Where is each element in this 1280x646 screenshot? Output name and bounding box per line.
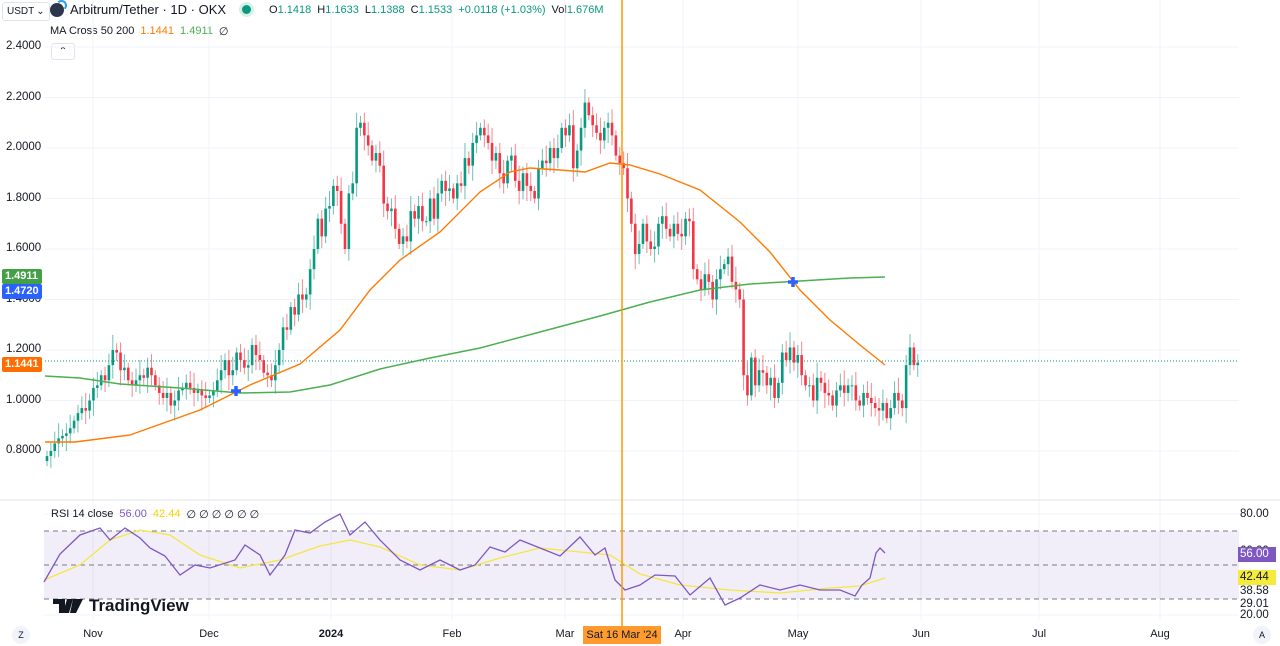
ma50-value: 1.1441 bbox=[140, 25, 175, 37]
rsi-axis-label: 38.58 bbox=[1240, 585, 1269, 597]
time-label: Nov bbox=[83, 628, 103, 640]
market-status-icon[interactable] bbox=[242, 5, 252, 14]
price-label: 2.4000 bbox=[6, 40, 42, 52]
rsi-axis-label: 80.00 bbox=[1240, 508, 1269, 520]
high-value: 1.1633 bbox=[325, 3, 359, 16]
ma-null-value: ∅ bbox=[218, 26, 229, 38]
time-label: Jul bbox=[1031, 628, 1047, 640]
price-label: 0.8000 bbox=[6, 444, 42, 456]
time-label: Dec bbox=[199, 628, 219, 640]
price-label: 2.2000 bbox=[6, 90, 42, 103]
auto-scale-button[interactable]: A bbox=[1253, 626, 1271, 644]
z-button[interactable]: Z bbox=[12, 626, 30, 644]
ma-label: MA Cross 50 200 bbox=[50, 25, 135, 37]
time-label: Apr bbox=[674, 628, 692, 640]
time-label: Mar bbox=[555, 628, 575, 640]
ohlc-values: O1.1418 H1.1633 L1.1388 C1.1533 +0.0118 … bbox=[269, 4, 603, 16]
price-label: 1.0000 bbox=[6, 393, 42, 406]
tradingview-watermark: TradingView bbox=[53, 596, 189, 616]
price-tag: 1.4911 bbox=[2, 269, 42, 284]
low-label: L bbox=[364, 3, 371, 16]
rsi-value: 56.00 bbox=[119, 508, 147, 520]
time-label: 2024 bbox=[318, 628, 344, 640]
ma200-value: 1.4911 bbox=[180, 25, 213, 37]
time-label: Feb bbox=[442, 628, 462, 640]
rsi-axis-label: 29.01 bbox=[1240, 598, 1269, 610]
change-value: +0.0118 (+1.03%) bbox=[458, 3, 546, 16]
brand-label: TradingView bbox=[89, 596, 189, 615]
rsi-label: RSI 14 close bbox=[51, 508, 114, 520]
rsi-value-tag: 42.44 bbox=[1238, 570, 1276, 585]
currency-label: USDT bbox=[7, 6, 35, 17]
rsi-ma-value: 42.44 bbox=[152, 508, 181, 520]
time-label: Jun bbox=[912, 628, 930, 640]
arbitrum-logo-icon bbox=[50, 0, 67, 17]
open-label: O bbox=[269, 3, 278, 16]
price-label: 1.2000 bbox=[6, 343, 42, 355]
price-tag: 1.1441 bbox=[2, 357, 42, 372]
high-label: H bbox=[317, 3, 326, 16]
crosshair-date-label: Sat 16 Mar '24 bbox=[583, 626, 661, 644]
volume-label: Vol bbox=[551, 3, 567, 16]
price-tag: 1.4720 bbox=[2, 284, 42, 299]
price-label: 2.0000 bbox=[6, 141, 42, 153]
price-label: 1.6000 bbox=[6, 242, 42, 254]
price-label: 1.8000 bbox=[6, 191, 42, 204]
open-value: 1.1418 bbox=[277, 3, 312, 16]
tradingview-logo-icon bbox=[53, 599, 83, 613]
time-label: May bbox=[787, 628, 809, 640]
chevron-down-icon: ⌄ bbox=[36, 6, 45, 17]
chevron-up-icon: ⌃ bbox=[58, 46, 68, 57]
time-label: Aug bbox=[1150, 628, 1170, 640]
rsi-null-values: ∅ ∅ ∅ ∅ ∅ ∅ bbox=[186, 509, 260, 521]
symbol-title[interactable]: Arbitrum/Tether · 1D · OKX bbox=[70, 2, 227, 17]
rsi-axis-label: 20.00 bbox=[1240, 609, 1269, 621]
volume-value: 1.676M bbox=[566, 3, 604, 16]
ma-cross-legend[interactable]: MA Cross 50 200 1.1441 1.4911 ∅ bbox=[50, 25, 228, 38]
currency-selector[interactable]: USDT ⌄ bbox=[2, 2, 50, 21]
rsi-value-tag: 56.00 bbox=[1238, 547, 1276, 562]
rsi-legend[interactable]: RSI 14 close 56.00 42.44 ∅ ∅ ∅ ∅ ∅ ∅ bbox=[51, 508, 259, 521]
low-value: 1.1388 bbox=[371, 3, 405, 16]
close-value: 1.1533 bbox=[418, 3, 453, 16]
symbol-info: Arbitrum/Tether · 1D · OKX O1.1418 H1.16… bbox=[50, 0, 604, 17]
close-label: C bbox=[410, 3, 419, 16]
